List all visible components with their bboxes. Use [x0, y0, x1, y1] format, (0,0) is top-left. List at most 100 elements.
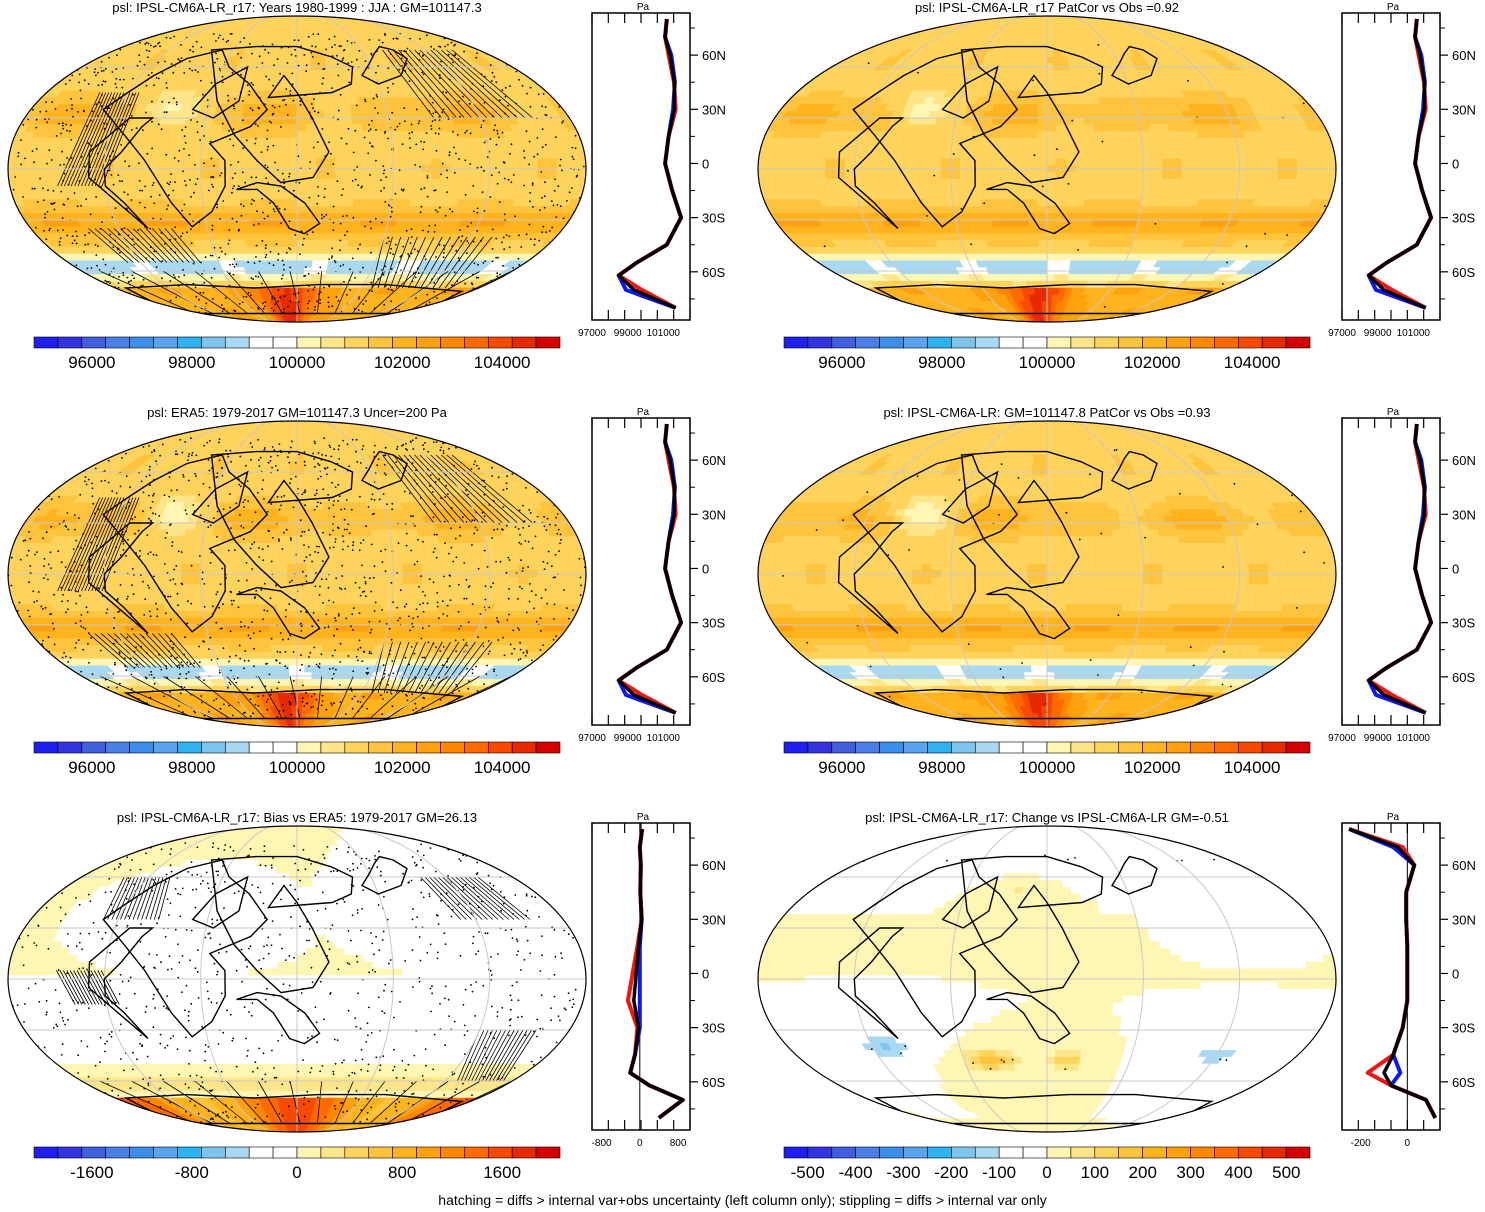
colorbar-tick-label: 0: [1042, 1163, 1051, 1182]
profile-lat-label: 30N: [702, 912, 726, 927]
panel-3: psl: ERA5: 1979-2017 GM=101147.3 Uncer=2…: [7, 405, 726, 777]
stipple-dots: [782, 448, 1326, 713]
colorbar-swatch: [1261, 741, 1287, 754]
colorbar-swatch: [272, 741, 298, 754]
colorbar-swatch: [951, 336, 976, 349]
profile-lat-label: 0: [702, 561, 709, 576]
colorbar-tick-label: -300: [886, 1163, 920, 1182]
profile-x-tick-label: 101000: [1397, 733, 1431, 744]
colorbar-swatch: [487, 336, 513, 349]
colorbar-swatch: [831, 741, 857, 754]
colorbar-swatch: [1022, 336, 1048, 349]
colorbar-swatch: [320, 741, 346, 754]
colorbar-swatch: [248, 336, 274, 349]
colorbar-swatch: [1237, 336, 1263, 349]
colorbar-swatch: [368, 336, 393, 349]
colorbar-swatch: [1214, 336, 1239, 349]
colorbar-tick-label: 104000: [474, 353, 531, 372]
profile-mean-line: [1366, 423, 1433, 715]
profile-mean-line: [616, 18, 683, 310]
profile-mean-line: [1366, 18, 1433, 310]
profile-x-tick-label: 97000: [1328, 733, 1356, 744]
panel-5: psl: IPSL-CM6A-LR_r17: Bias vs ERA5: 197…: [7, 810, 726, 1182]
profile-lat-label: 60N: [702, 858, 726, 873]
colorbar-tick-label: 1600: [483, 1163, 521, 1182]
profile-lat-label: 30S: [1452, 616, 1475, 631]
profile-frame: [591, 417, 691, 726]
colorbar-swatch: [535, 336, 561, 349]
profile-lat-label: 60S: [702, 670, 725, 685]
colorbar-tick-label: 102000: [1124, 758, 1181, 777]
coastlines: [837, 45, 1215, 315]
colorbar-tick-label: 100: [1081, 1163, 1109, 1182]
colorbar-swatch: [998, 336, 1024, 349]
colorbar-swatch: [1118, 1146, 1143, 1159]
profile-unit-label: Pa: [637, 2, 650, 13]
zonal-mean-profile: Pa 97000 99000 101000 60N 30N 0 30S 60S: [1328, 2, 1476, 339]
profile-lat-label: 0: [702, 156, 709, 171]
colorbar-tick-label: -400: [839, 1163, 873, 1182]
colorbar-swatch: [879, 741, 904, 754]
profile-unit-label: Pa: [1387, 407, 1400, 418]
colorbar-swatch: [416, 336, 441, 349]
colorbar-swatch: [511, 336, 537, 349]
colorbar-tick-label: 104000: [1224, 353, 1281, 372]
colorbar-swatch: [224, 741, 250, 754]
colorbar-tick-label: 98000: [918, 353, 965, 372]
colorbar-swatch: [129, 336, 154, 349]
colorbar-swatch: [201, 336, 226, 349]
colorbar-swatch: [224, 1146, 250, 1159]
colorbar-swatch: [177, 1146, 202, 1159]
map-border: [7, 15, 587, 323]
colorbar-swatch: [1285, 1146, 1311, 1159]
profile-lat-label: 60N: [702, 48, 726, 63]
panel-title: psl: IPSL-CM6A-LR_r17: Years 1980-1999 :…: [112, 0, 481, 15]
colorbar-swatch: [57, 336, 83, 349]
profile-x-tick-label: 0: [1405, 1138, 1411, 1149]
colorbar: -500 -400 -300 -200 -100 0 100 200 300 400 500: [783, 1146, 1311, 1182]
profile-lat-label: 0: [1452, 966, 1459, 981]
colorbar-swatch: [783, 741, 809, 754]
colorbar-swatch: [783, 336, 809, 349]
colorbar-swatch: [1190, 336, 1215, 349]
profile-lat-label: 60S: [702, 265, 725, 280]
colorbar-swatch: [807, 336, 833, 349]
panel-title: psl: IPSL-CM6A-LR_r17: Bias vs ERA5: 197…: [117, 810, 477, 825]
stipple-dots: [12, 842, 577, 1125]
colorbar-tick-label: 100000: [269, 758, 326, 777]
profile-x-tick-label: 97000: [578, 733, 606, 744]
profile-mean-line: [628, 828, 685, 1120]
colorbar-swatch: [903, 741, 928, 754]
colorbar-swatch: [1190, 1146, 1215, 1159]
colorbar-swatch: [1261, 1146, 1287, 1159]
colorbar-swatch: [1166, 1146, 1191, 1159]
colorbar-swatch: [1285, 741, 1311, 754]
colorbar-tick-label: 500: [1272, 1163, 1300, 1182]
colorbar-swatch: [1094, 1146, 1120, 1159]
profile-lat-label: 60S: [1452, 670, 1475, 685]
colorbar-tick-label: 200: [1129, 1163, 1157, 1182]
profile-frame: [1341, 822, 1441, 1131]
profile-x-tick-label: 97000: [1328, 328, 1356, 339]
colorbar-tick-label: 104000: [1224, 758, 1281, 777]
colorbar-swatch: [416, 741, 441, 754]
colorbar-swatch: [248, 741, 274, 754]
colorbar-swatch: [81, 741, 107, 754]
coastlines: [837, 855, 1215, 1125]
colorbar-tick-label: 98000: [168, 353, 215, 372]
colorbar-swatch: [1094, 336, 1120, 349]
profile-x-tick-label: -200: [1351, 1138, 1371, 1149]
colorbar-swatch: [392, 1146, 417, 1159]
colorbar-swatch: [1285, 336, 1311, 349]
colorbar-swatch: [81, 1146, 107, 1159]
colorbar: -1600 -800 0 800 1600: [33, 1146, 561, 1182]
colorbar: 96000 98000 100000 102000 104000: [783, 741, 1311, 777]
stipple-dots: [862, 854, 1228, 1070]
zonal-mean-profile: Pa 97000 99000 101000 60N 30N 0 30S 60S: [578, 407, 726, 744]
colorbar-swatch: [153, 741, 178, 754]
colorbar-swatch: [1118, 336, 1143, 349]
profile-lat-label: 30S: [702, 211, 725, 226]
zonal-mean-profile: Pa 97000 99000 101000 60N 30N 0 30S 60S: [1328, 407, 1476, 744]
colorbar-tick-label: 96000: [818, 758, 865, 777]
colorbar-swatch: [1237, 1146, 1263, 1159]
